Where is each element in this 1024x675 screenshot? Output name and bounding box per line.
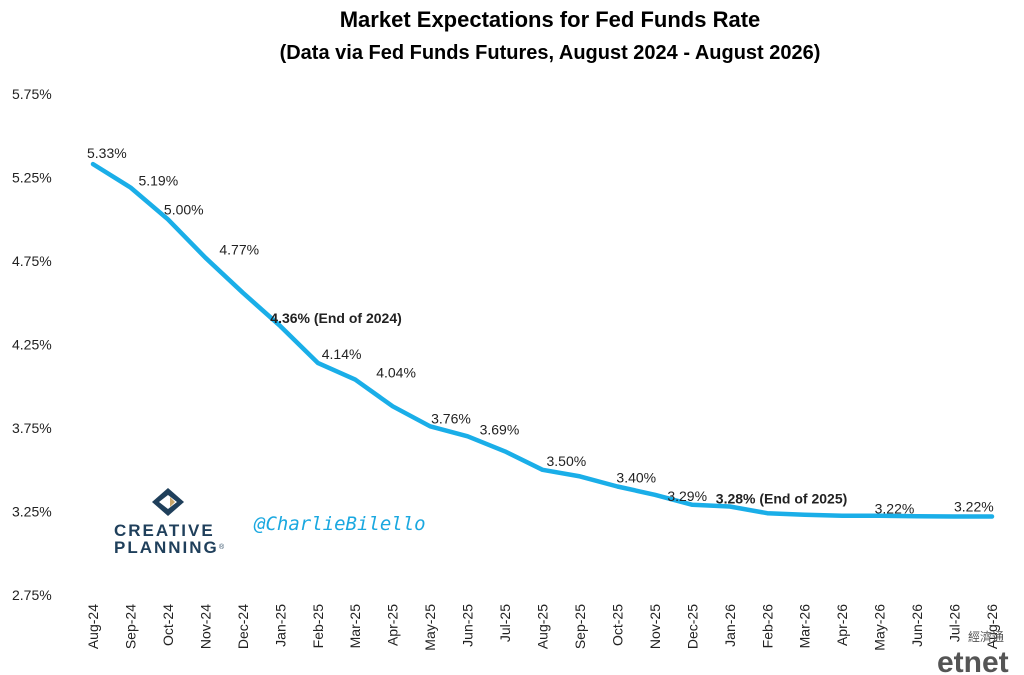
x-tick-label: Feb-26 xyxy=(759,604,775,649)
x-tick-label: Nov-24 xyxy=(197,604,213,649)
series-line-path xyxy=(90,161,995,519)
x-tick-label: Aug-25 xyxy=(535,604,551,649)
chart-title: Market Expectations for Fed Funds Rate xyxy=(340,7,761,32)
data-label: 4.14% xyxy=(322,346,362,362)
y-tick-label: 4.25% xyxy=(12,337,52,353)
series-line xyxy=(90,161,995,519)
etnet-chinese-text: 經濟通 xyxy=(968,629,1004,644)
x-tick-label: Apr-26 xyxy=(834,604,850,646)
brand-line-2: PLANNING xyxy=(114,538,219,557)
x-tick-label: May-25 xyxy=(422,604,438,651)
creative-planning-mark-icon xyxy=(152,488,184,516)
x-tick-label: Sep-24 xyxy=(122,604,138,649)
etnet-text: etnet xyxy=(937,646,1009,675)
x-tick-label: Dec-25 xyxy=(684,604,700,649)
y-tick-label: 3.75% xyxy=(12,420,52,436)
x-tick-label: Dec-24 xyxy=(235,604,251,649)
data-label: 3.40% xyxy=(616,469,656,485)
x-tick-label: Nov-25 xyxy=(647,604,663,649)
x-tick-label: Mar-26 xyxy=(797,604,813,649)
brand-line-1: CREATIVE xyxy=(114,521,215,540)
x-tick-label: Oct-25 xyxy=(609,604,625,646)
x-tick-label: Apr-25 xyxy=(385,604,401,646)
data-label: 5.19% xyxy=(138,173,178,189)
y-axis: 5.75% 5.25% 4.75% 4.25% 3.75% 3.25% 2.75% xyxy=(12,86,52,603)
etnet-watermark: 經濟通 etnet xyxy=(937,629,1009,675)
data-label: 5.00% xyxy=(164,201,204,217)
x-tick-label: Jun-25 xyxy=(460,604,476,647)
creative-planning-logo: CREATIVE PLANNING ® xyxy=(114,488,225,557)
y-tick-label: 3.25% xyxy=(12,504,52,520)
x-tick-label: Jan-26 xyxy=(722,604,738,647)
data-label: 4.77% xyxy=(219,242,259,258)
data-label: 5.33% xyxy=(87,145,127,161)
y-tick-label: 4.75% xyxy=(12,253,52,269)
data-label: 3.28% (End of 2025) xyxy=(716,490,848,506)
brand-registered-mark: ® xyxy=(219,543,225,551)
x-tick-label: Feb-25 xyxy=(310,604,326,649)
data-label: 4.04% xyxy=(376,365,416,381)
chart-subtitle: (Data via Fed Funds Futures, August 2024… xyxy=(280,42,821,64)
author-handle: @CharlieBilello xyxy=(253,513,426,535)
x-tick-label: Mar-25 xyxy=(347,604,363,649)
x-tick-label: Oct-24 xyxy=(160,604,176,646)
data-labels: 5.33% 5.19% 5.00% 4.77% 4.36% (End of 2024) 4… xyxy=(87,145,994,517)
y-tick-label: 5.75% xyxy=(12,86,52,102)
x-tick-label: May-26 xyxy=(872,604,888,651)
data-label: 3.29% xyxy=(667,488,707,504)
x-tick-label: Aug-26 xyxy=(984,604,1000,649)
x-tick-label: Jul-25 xyxy=(497,604,513,642)
y-tick-label: 5.25% xyxy=(12,170,52,186)
data-label: 3.22% xyxy=(875,501,915,517)
x-tick-label: Sep-25 xyxy=(572,604,588,649)
data-label: 4.36% (End of 2024) xyxy=(270,310,402,326)
data-label: 3.50% xyxy=(547,453,587,469)
x-axis: Aug-24 Sep-24 Oct-24 Nov-24 Dec-24 Jan-25 Feb-… xyxy=(85,604,1000,651)
x-tick-label: Aug-24 xyxy=(85,604,101,649)
x-tick-label: Jan-25 xyxy=(272,604,288,647)
y-tick-label: 2.75% xyxy=(12,587,52,603)
data-label: 3.69% xyxy=(480,421,520,437)
x-tick-label: Jun-26 xyxy=(909,604,925,647)
data-label: 3.22% xyxy=(954,499,994,515)
x-tick-label: Jul-26 xyxy=(947,604,963,642)
data-label: 3.76% xyxy=(431,410,471,426)
